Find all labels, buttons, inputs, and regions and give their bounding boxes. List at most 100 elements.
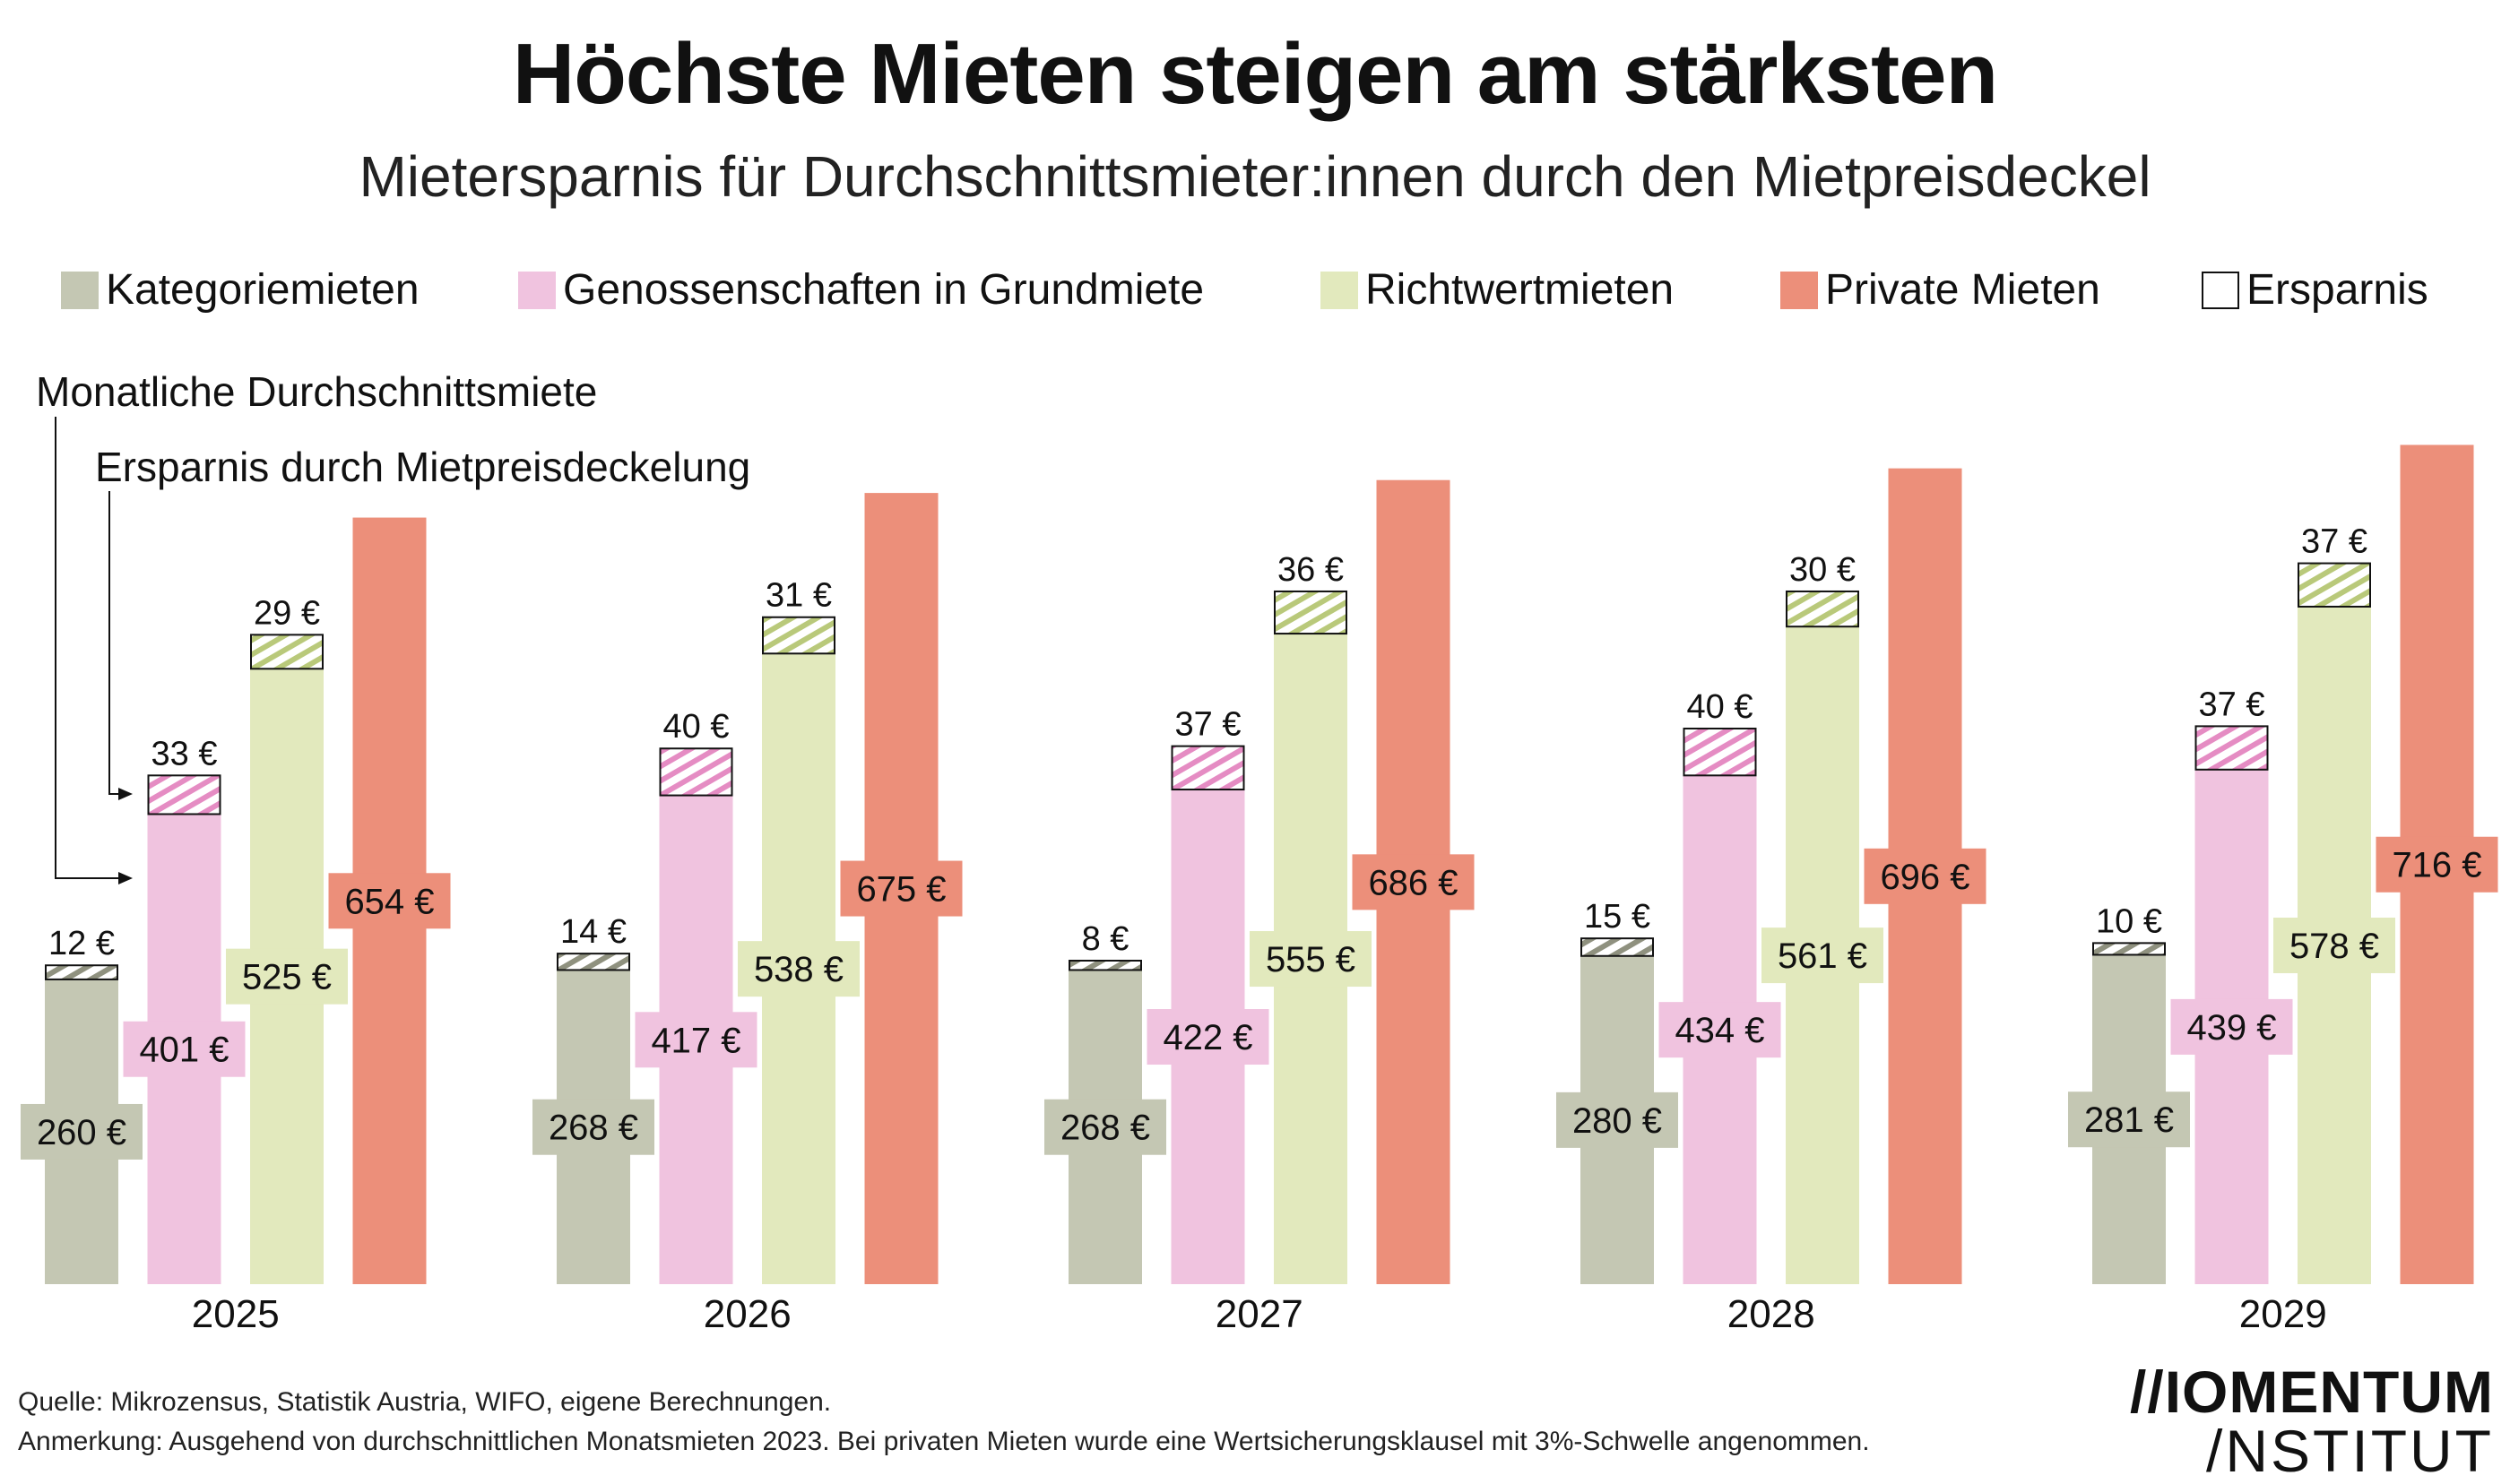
arrow-rent [55,417,121,879]
legend-swatch [518,271,556,309]
saving-box-2029-2 [2298,562,2371,608]
saving-label: 31 € [766,577,832,615]
value-label: 268 € [549,1109,638,1148]
saving-label: 40 € [1687,688,1753,726]
value-label: 417 € [651,1021,740,1060]
saving-box-2027-0 [1069,959,1142,971]
value-label: 716 € [2392,846,2481,885]
value-label: 280 € [1572,1101,1662,1141]
logo-line1: //IOMENTUM [2130,1359,2494,1425]
legend-label: Genossenschaften in Grundmiete [563,266,1205,314]
year-label: 2026 [704,1292,792,1336]
legend-label: Private Mieten [1825,266,2100,314]
value-label-bg [738,941,860,997]
saving-box-2029-1 [2194,725,2269,771]
momentum-institut-logo: //IOMENTUM /NSTITUT [2130,1362,2494,1480]
value-label-bg [1352,854,1475,910]
saving-box-2027-1 [1171,745,1245,791]
value-label-bg [1147,1009,1269,1066]
legend-swatch [61,271,99,309]
value-label-bg [1658,1002,1781,1058]
value-label-bg [1761,928,1883,984]
value-label-bg [2170,998,2293,1055]
footer-source: Quelle: Mikrozensus, Statistik Austria, … [18,1387,832,1417]
chart-title: Höchste Mieten steigen am stärksten [512,26,1998,122]
value-label: 260 € [37,1113,126,1152]
saving-label: 36 € [1277,551,1344,589]
year-label: 2028 [1727,1292,1815,1336]
arrow-saving [108,491,121,795]
saving-box-2025-1 [147,774,221,815]
value-label: 434 € [1675,1011,1764,1050]
logo-line2: /NSTITUT [2206,1418,2494,1484]
arrow-rent-head [118,872,133,884]
legend-label: Richtwertmieten [1365,266,1675,314]
saving-label: 33 € [151,735,218,772]
value-label-bg [1044,1099,1166,1155]
legend-item-ersparnis: Ersparnis [2202,265,2428,315]
saving-box-2026-0 [557,953,630,971]
legend-label: Ersparnis [2246,266,2428,314]
value-label-bg [123,1021,246,1077]
saving-label: 14 € [560,913,627,951]
saving-label: 37 € [2199,686,2265,723]
value-label: 525 € [242,958,332,997]
annotation-arrows [55,417,133,884]
legend-item-genossenschaften: Genossenschaften in Grundmiete [518,265,1204,315]
saving-label: 12 € [48,925,115,962]
value-label: 281 € [2084,1100,2174,1140]
value-label: 555 € [1266,940,1355,979]
value-label: 538 € [754,950,844,989]
saving-box-2025-0 [45,964,118,980]
legend-swatch [2202,271,2239,309]
value-label-bg [1250,931,1372,988]
value-label: 675 € [856,870,946,910]
value-label-bg [1556,1091,1678,1148]
value-label-bg [1864,848,1986,904]
value-label: 654 € [344,882,434,921]
annotation-rent: Monatliche Durchschnittsmiete [36,368,598,415]
year-label: 2029 [2239,1292,2327,1336]
value-label: 578 € [2289,927,2379,966]
footer-note: Anmerkung: Ausgehend von durchschnittlic… [18,1427,1870,1456]
saving-box-2027-2 [1274,590,1347,635]
value-label: 696 € [1880,858,1969,897]
value-label: 422 € [1163,1018,1252,1057]
value-label-bg [2273,917,2395,973]
value-label: 561 € [1778,936,1867,976]
value-label: 268 € [1060,1109,1150,1148]
year-label: 2025 [192,1292,280,1336]
saving-label: 37 € [1175,706,1242,744]
saving-box-2028-2 [1786,590,1859,628]
value-label-bg [2068,1091,2190,1148]
value-label-bg [532,1099,654,1155]
value-label-bg [635,1012,757,1068]
value-label: 686 € [1368,863,1458,902]
legend-label: Kategoriemieten [106,266,420,314]
value-label-bg [2376,836,2498,893]
saving-label: 15 € [1584,898,1650,936]
chart-subtitle: Mietersparnis für Durchschnittsmieter:in… [359,144,2151,209]
arrow-saving-head [118,788,133,800]
value-label-bg [226,948,348,1005]
legend-swatch [1320,271,1358,309]
saving-box-2029-0 [2092,942,2166,956]
saving-box-2028-0 [1580,937,1654,957]
value-label-bg [21,1103,143,1160]
year-label: 2027 [1216,1292,1303,1336]
value-label-bg [840,860,963,917]
legend-item-kategoriemieten: Kategoriemieten [61,265,420,315]
saving-box-2026-2 [762,616,835,655]
value-label-bg [328,873,451,929]
saving-box-2026-1 [659,747,733,797]
saving-label: 10 € [2096,902,2162,940]
saving-label: 29 € [254,594,320,632]
saving-box-2025-2 [250,634,324,670]
saving-label: 37 € [2301,523,2367,561]
saving-label: 40 € [663,708,730,746]
value-label: 439 € [2186,1008,2276,1048]
value-label: 401 € [139,1031,229,1070]
legend-swatch [1780,271,1818,309]
legend-item-private-mieten: Private Mieten [1780,265,2100,315]
